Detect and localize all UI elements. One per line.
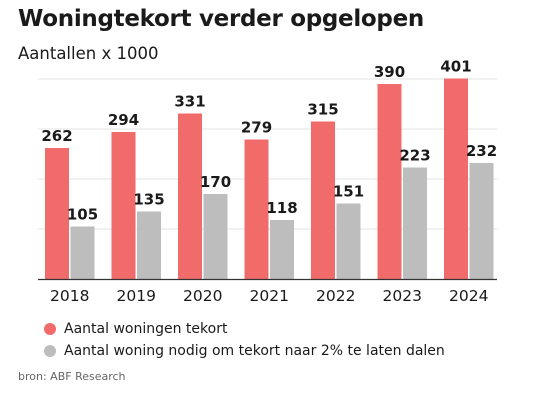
x-tick-label: 2019 — [117, 287, 156, 305]
bar-shortage — [244, 139, 269, 279]
x-tick-label: 2018 — [50, 287, 89, 305]
data-label: 315 — [307, 101, 338, 119]
bar-needed — [403, 167, 427, 279]
data-label: 223 — [399, 147, 430, 165]
legend: Aantal woningen tekort Aantal woning nod… — [44, 318, 445, 362]
bar-shortage — [111, 132, 136, 279]
data-label: 118 — [266, 199, 297, 217]
x-tick-label: 2023 — [383, 287, 422, 305]
bar-needed — [203, 194, 228, 279]
data-label: 390 — [374, 63, 405, 81]
legend-label-shortage: Aantal woningen tekort — [64, 321, 228, 337]
legend-item-needed: Aantal woning nodig om tekort naar 2% te… — [44, 340, 445, 362]
data-label: 294 — [108, 111, 139, 129]
bar-shortage — [444, 78, 468, 279]
bar-needed — [270, 220, 294, 279]
data-label: 331 — [174, 93, 205, 111]
bar-needed — [137, 211, 161, 279]
source-note: bron: ABF Research — [18, 370, 126, 383]
data-label: 232 — [466, 142, 497, 160]
x-tick-label: 2021 — [250, 287, 289, 305]
bar-needed — [336, 203, 361, 279]
bar-chart: 262 105 2018 294 135 2019 331 170 2020 279 118 2021… — [38, 58, 497, 305]
data-label: 170 — [200, 173, 231, 191]
data-label: 105 — [67, 206, 98, 224]
chart-title: Woningtekort verder opgelopen — [18, 6, 424, 32]
bar-needed — [70, 226, 95, 279]
legend-item-shortage: Aantal woningen tekort — [44, 318, 445, 340]
chart-subtitle: Aantallen x 1000 — [18, 44, 159, 63]
legend-swatch-shortage — [44, 323, 56, 335]
data-label: 279 — [241, 119, 272, 137]
bar-shortage — [45, 148, 69, 279]
x-tick-label: 2024 — [449, 287, 488, 305]
legend-label-needed: Aantal woning nodig om tekort naar 2% te… — [64, 343, 445, 359]
x-tick-label: 2022 — [316, 287, 355, 305]
bar-shortage — [178, 113, 202, 279]
x-tick-label: 2020 — [183, 287, 222, 305]
data-label: 262 — [41, 127, 72, 145]
legend-swatch-needed — [44, 345, 56, 357]
data-label: 135 — [133, 191, 164, 209]
data-label: 401 — [440, 58, 471, 76]
bar-shortage — [377, 84, 402, 279]
bar-needed — [469, 163, 494, 279]
data-label: 151 — [333, 183, 364, 201]
bar-shortage — [311, 121, 335, 279]
